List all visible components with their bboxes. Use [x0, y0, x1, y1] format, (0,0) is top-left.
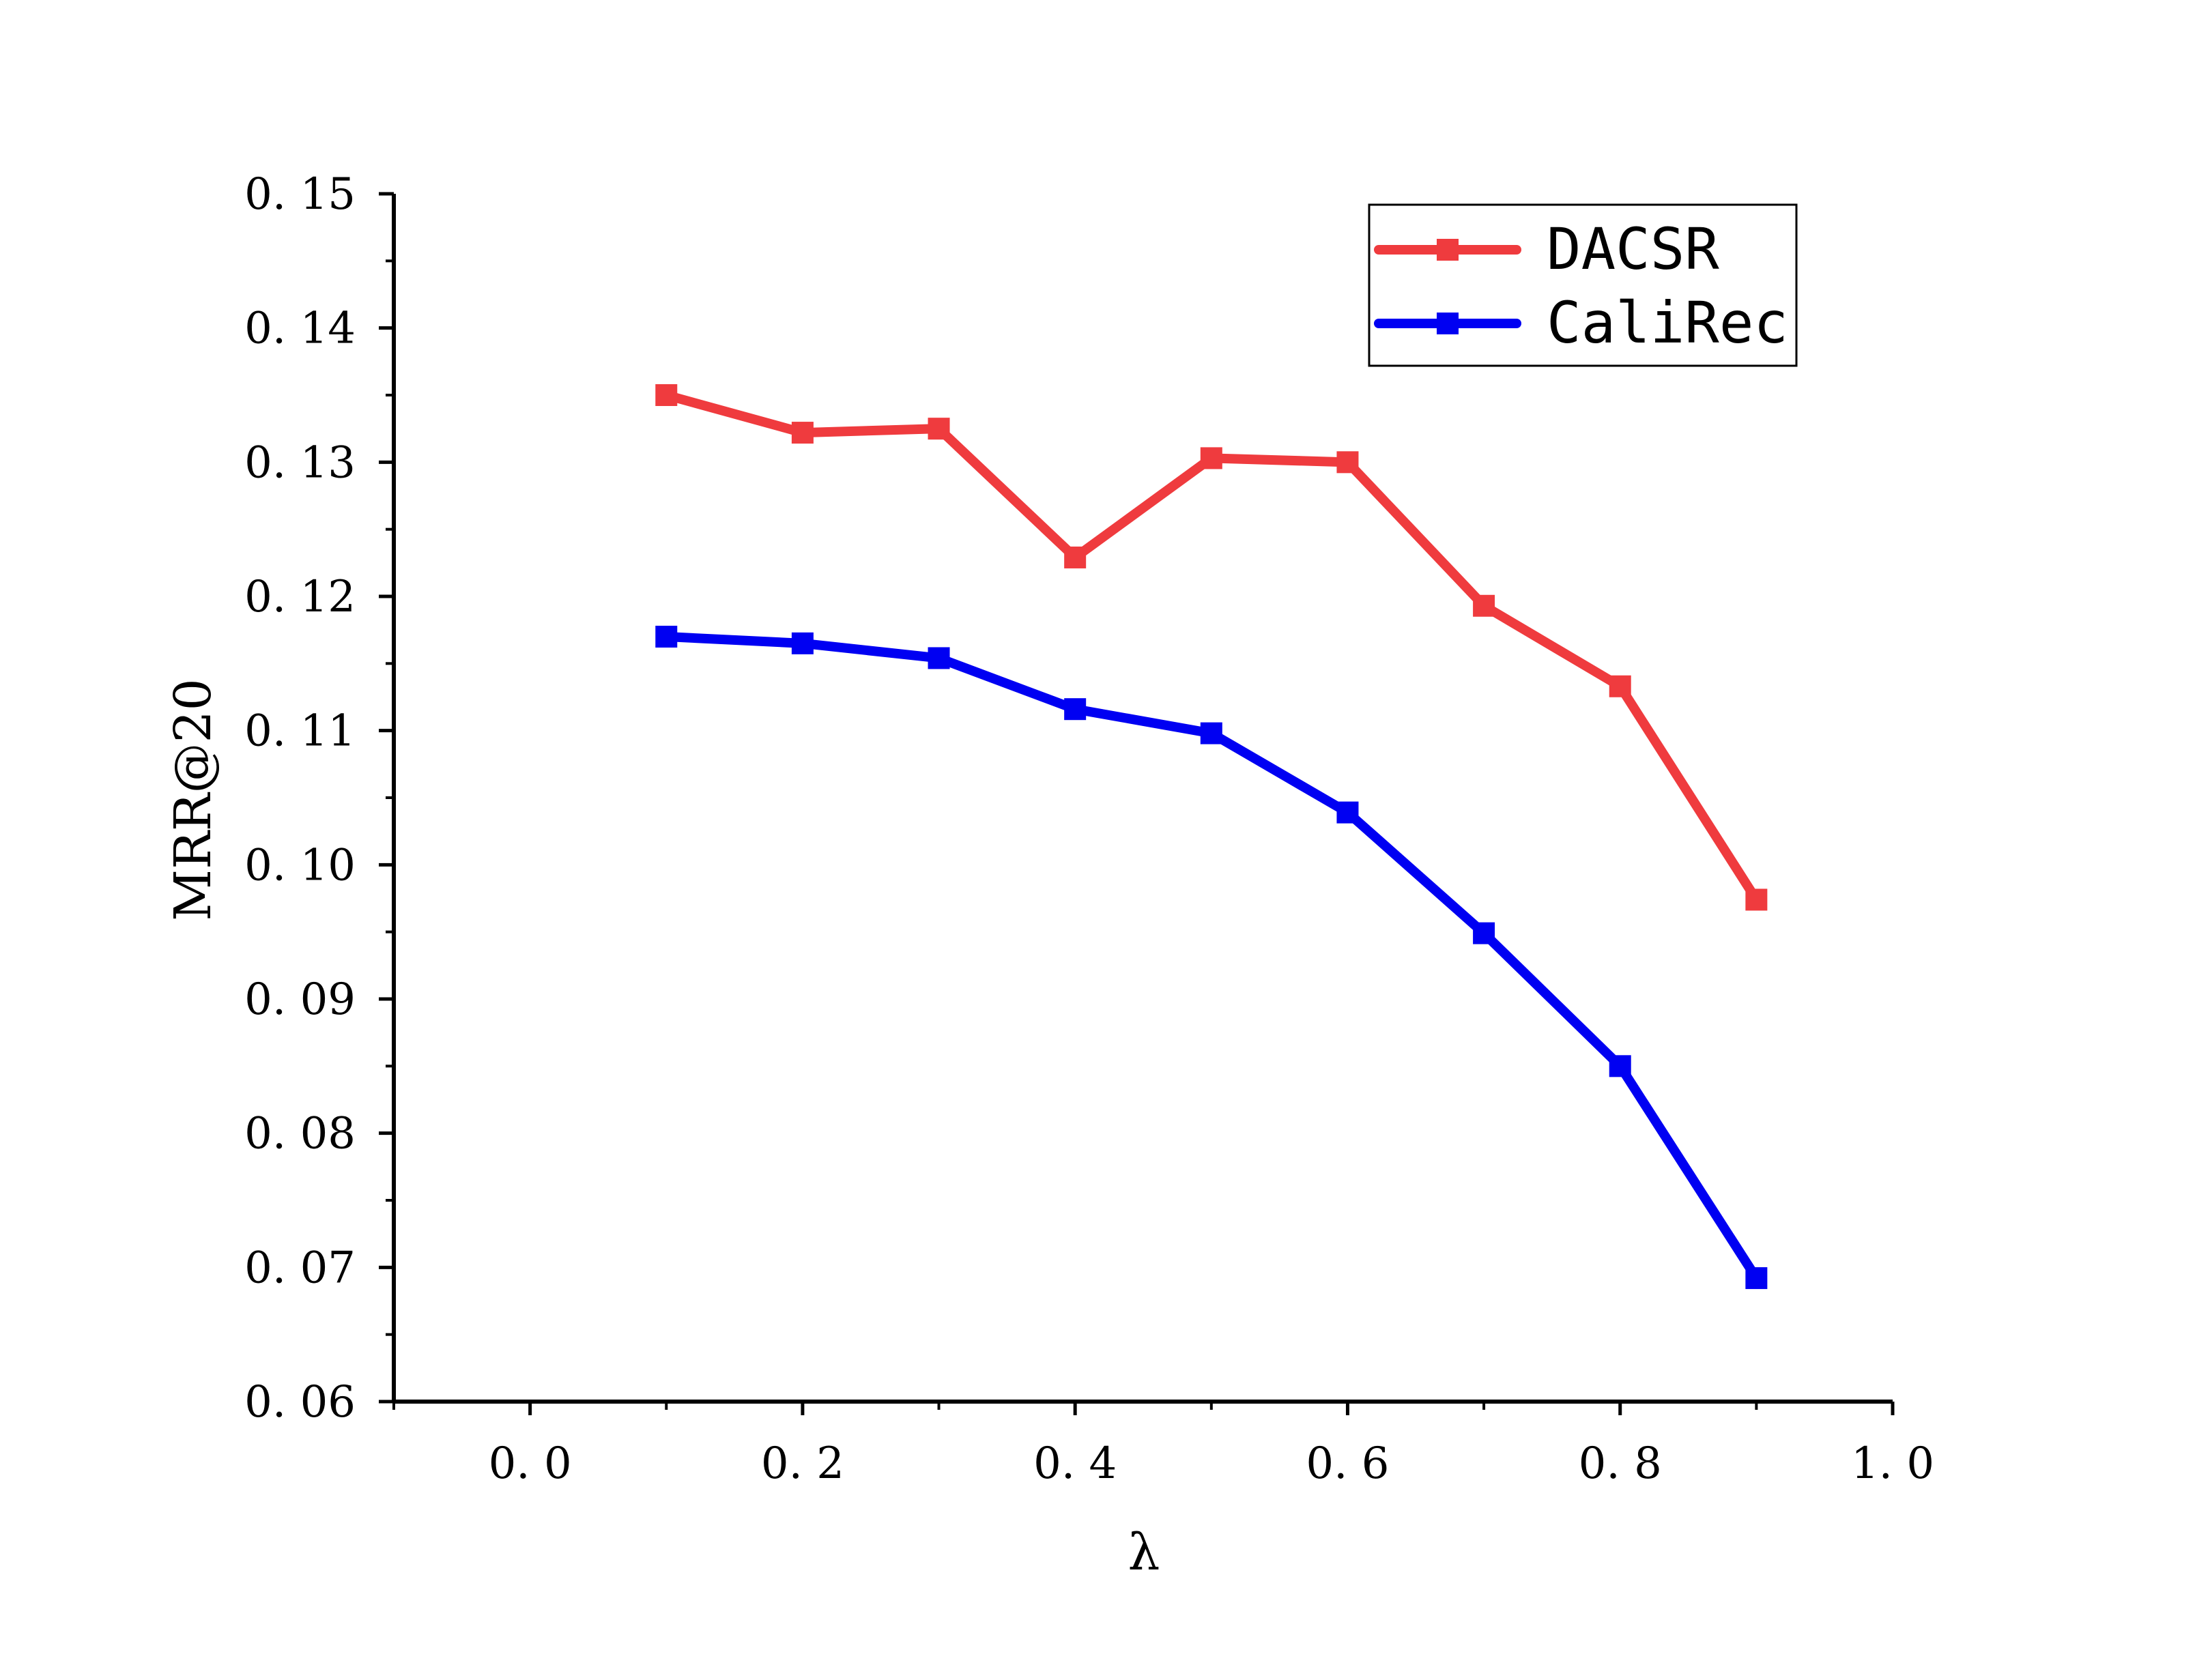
x-tick-label: 0. 6 [1306, 1438, 1389, 1489]
y-tick-label: 0. 07 [244, 1243, 356, 1293]
legend-label: CaliRec [1547, 289, 1788, 356]
data-point-calirec [1473, 922, 1495, 944]
x-tick-label: 1. 0 [1851, 1438, 1934, 1489]
data-point-calirec [1336, 801, 1359, 824]
legend-swatch-marker [1437, 313, 1459, 334]
data-point-dacsr [928, 418, 950, 440]
data-point-calirec [1064, 698, 1087, 721]
y-tick-label: 0. 09 [244, 974, 356, 1025]
data-point-dacsr [1064, 546, 1087, 568]
y-tick-label: 0. 15 [244, 169, 356, 220]
y-tick-label: 0. 11 [244, 706, 356, 757]
data-point-dacsr [655, 384, 678, 406]
data-point-calirec [1200, 722, 1222, 744]
x-tick-label: 0. 0 [489, 1438, 572, 1489]
legend-label: DACSR [1547, 216, 1719, 283]
y-tick-label: 0. 08 [244, 1109, 356, 1159]
data-point-calirec [1745, 1267, 1768, 1290]
x-tick-label: 0. 2 [761, 1438, 844, 1489]
data-point-calirec [928, 647, 950, 669]
x-axis-title: λ [1128, 1523, 1160, 1582]
data-point-dacsr [1200, 447, 1222, 469]
y-tick-label: 0. 12 [244, 572, 356, 622]
data-point-calirec [655, 626, 678, 648]
data-point-dacsr [1473, 594, 1495, 617]
data-point-dacsr [791, 422, 814, 444]
y-tick-label: 0. 14 [244, 304, 356, 354]
legend-box [1368, 203, 1798, 367]
data-point-calirec [1609, 1055, 1631, 1077]
y-tick-label: 0. 06 [244, 1377, 356, 1428]
data-point-calirec [791, 632, 814, 654]
axes: 0. 06 0. 07 0. 08 0. 09 0. 10 0. 11 0. 12 0. 13… [244, 169, 1934, 1489]
x-tick-label: 0. 8 [1579, 1438, 1662, 1489]
data-point-dacsr [1745, 888, 1768, 911]
legend-swatch-marker [1437, 239, 1459, 261]
series-layer [655, 384, 1768, 1290]
x-tick-label: 0. 4 [1033, 1438, 1117, 1489]
data-point-dacsr [1609, 675, 1631, 697]
y-tick-label: 0. 13 [244, 437, 356, 488]
y-axis-title: MRR@20 [164, 678, 223, 921]
y-tick-label: 0. 10 [244, 840, 356, 890]
data-point-dacsr [1336, 451, 1359, 474]
